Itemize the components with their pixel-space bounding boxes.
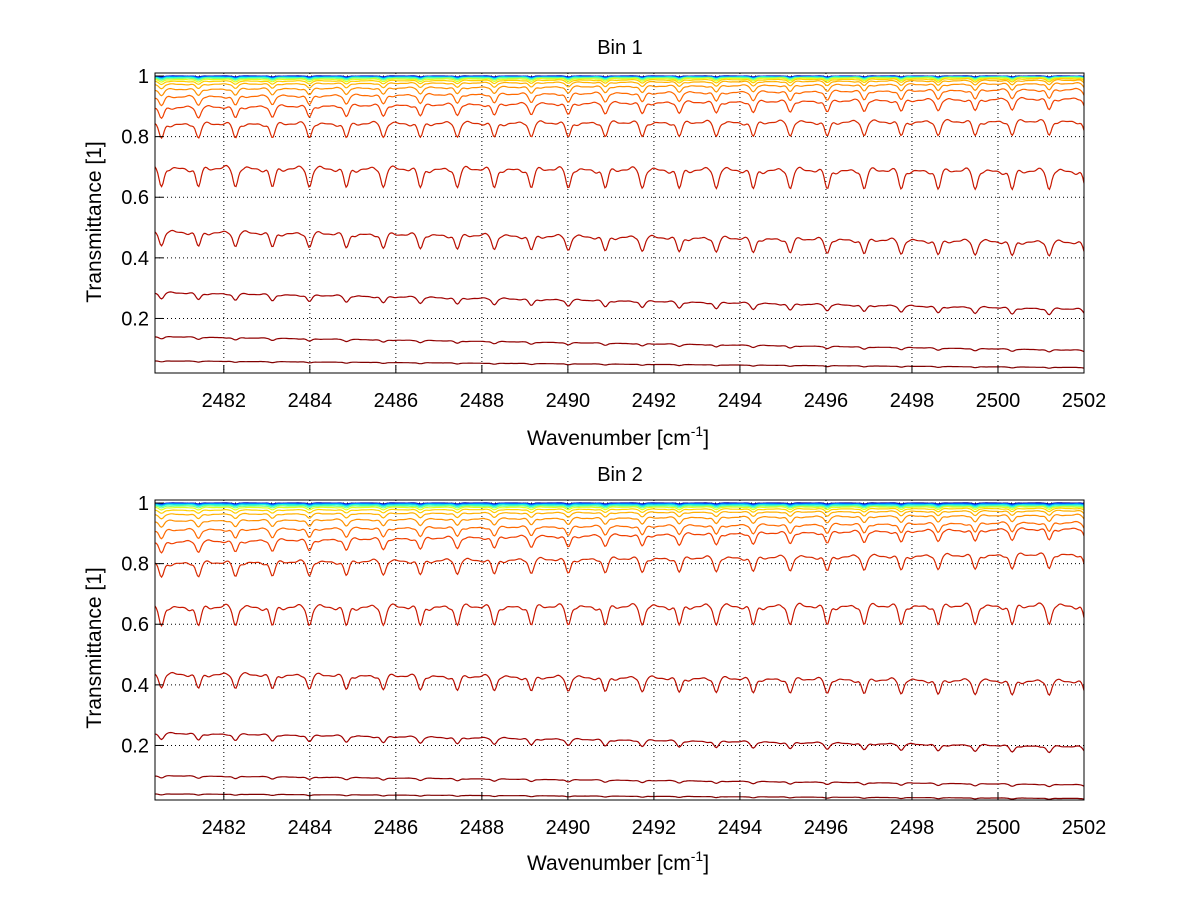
series-line-10	[154, 527, 1085, 554]
y-axis-label: Transmittance [1]	[83, 567, 106, 728]
x-tick-label: 2486	[374, 390, 419, 412]
x-tick-label: 2488	[460, 817, 505, 839]
x-tick-label: 2502	[1062, 390, 1107, 412]
series-line-3	[154, 503, 1085, 508]
series-line-14	[154, 731, 1085, 754]
series-line-8	[154, 513, 1085, 528]
y-tick-label: 0.4	[121, 248, 149, 270]
series-line-4	[154, 76, 1085, 81]
series-line-6	[154, 77, 1085, 86]
x-tick-label: 2496	[804, 817, 849, 839]
x-tick-label: 2490	[546, 817, 591, 839]
axes-box	[154, 499, 1085, 801]
x-tick-label: 2500	[976, 390, 1021, 412]
x-tick-label: 2482	[202, 390, 247, 412]
series-line-9	[154, 520, 1085, 540]
series-line-9	[154, 87, 1085, 107]
y-tick-label: 0.2	[121, 308, 149, 330]
series-line-16	[155, 360, 1085, 369]
series-line-15	[155, 775, 1085, 788]
series-line-11	[154, 118, 1085, 140]
x-tick-label: 2484	[288, 390, 333, 412]
series-line-10	[154, 96, 1085, 120]
series-line-5	[154, 76, 1085, 83]
x-tick-label: 2488	[460, 390, 505, 412]
series-line-7	[154, 78, 1085, 90]
x-tick-label: 2496	[804, 390, 849, 412]
x-tick-label: 2494	[718, 390, 763, 412]
series-line-16	[155, 793, 1085, 800]
y-tick-label: 0.8	[121, 127, 149, 149]
y-axis-label: Transmittance [1]	[83, 141, 106, 302]
x-tick-label: 2500	[976, 817, 1021, 839]
x-tick-label: 2498	[890, 390, 935, 412]
series-line-15	[154, 336, 1085, 353]
x-tick-label: 2502	[1062, 817, 1107, 839]
x-axis-label: Wavenumber [cm-1]	[527, 423, 709, 450]
x-tick-label: 2492	[632, 817, 677, 839]
chart-bin-1: Bin 1 2482 2484 2486 2488 2490 2492 2494 2496 24…	[83, 37, 1106, 450]
y-tick-label: 0.2	[121, 735, 149, 757]
series-line-7	[154, 509, 1085, 520]
x-tick-label: 2498	[890, 817, 935, 839]
y-tick-label: 0.6	[121, 614, 149, 636]
series-line-13	[154, 229, 1085, 257]
series-line-12	[154, 164, 1085, 191]
series-line-8	[154, 81, 1085, 97]
series-line-4	[154, 505, 1085, 509]
series-line-11	[154, 552, 1085, 579]
axes-box	[154, 72, 1085, 374]
series-line-12	[154, 602, 1085, 627]
x-tick-label: 2482	[202, 817, 247, 839]
x-tick-label: 2494	[718, 817, 763, 839]
series-line-2	[155, 503, 1085, 507]
series-line-5	[154, 505, 1085, 511]
series-line-13	[154, 671, 1085, 697]
chart-title: Bin 1	[597, 37, 643, 59]
y-tick-label: 1	[138, 66, 149, 88]
series-line-6	[154, 507, 1085, 514]
x-tick-label: 2490	[546, 390, 591, 412]
x-tick-label: 2484	[288, 817, 333, 839]
chart-title: Bin 2	[597, 464, 643, 486]
x-tick-label: 2486	[374, 817, 419, 839]
x-axis-label: Wavenumber [cm-1]	[527, 848, 709, 875]
y-tick-label: 0.6	[121, 187, 149, 209]
y-tick-label: 0.8	[121, 554, 149, 576]
chart-bin-2: Bin 2 2482 2484 2486 2488 2490 2492 2494 2496 24…	[83, 464, 1106, 875]
y-tick-label: 1	[138, 493, 149, 515]
x-tick-label: 2492	[632, 390, 677, 412]
y-tick-label: 0.4	[121, 675, 149, 697]
series-line-14	[154, 291, 1085, 316]
